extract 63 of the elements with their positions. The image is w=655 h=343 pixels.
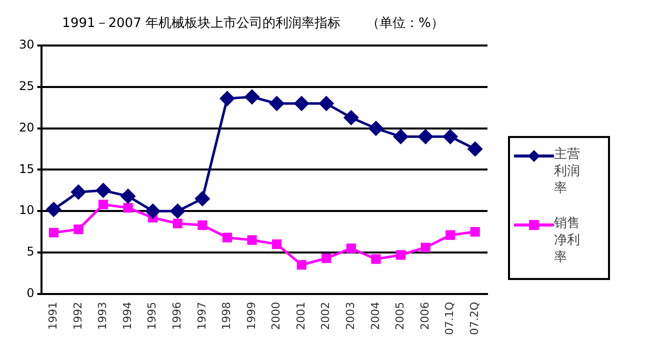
point (322, 253, 332, 264)
y-tick-label: 10 (18, 203, 34, 218)
point (247, 235, 257, 245)
x-tick-label: 1991 (46, 302, 60, 330)
point (71, 184, 86, 200)
x-tick-label: 1992 (71, 302, 84, 330)
x-tick-label: 1995 (146, 302, 159, 330)
point (46, 202, 61, 217)
x-tick-label: 2002 (319, 302, 332, 330)
point (195, 191, 210, 206)
point (96, 183, 110, 198)
y-tick-label: 0 (26, 286, 34, 300)
x-tick-label: 07.1Q (443, 302, 456, 336)
point (393, 129, 408, 144)
point (120, 188, 136, 204)
point (98, 200, 108, 210)
point (222, 232, 232, 242)
x-tick-label: 2003 (344, 302, 358, 330)
point (468, 142, 482, 156)
point (74, 224, 84, 234)
x-tick-label: 1994 (120, 302, 134, 330)
y-tick-label: 5 (26, 244, 34, 259)
x-tick-label: 2005 (394, 302, 407, 330)
x-tick-label: 07.2Q (468, 302, 481, 336)
x-tick-label: 2006 (418, 302, 432, 330)
point (296, 260, 306, 270)
point (294, 96, 309, 111)
legend-label: 销售净利率 (554, 215, 581, 266)
x-tick-label: 2000 (270, 302, 283, 330)
point (48, 228, 58, 238)
chart-title: 1991－2007 年机械板块上市公司的利润率指标 （单位：%） (62, 15, 444, 32)
point (446, 230, 456, 240)
point (344, 110, 358, 125)
point (172, 218, 182, 228)
x-tick-label: 1998 (220, 302, 234, 330)
x-tick-label: 1993 (96, 302, 110, 330)
y-tick-label: 15 (18, 162, 34, 176)
point (220, 91, 234, 106)
point (123, 203, 133, 213)
y-tick-label: 20 (18, 120, 34, 134)
point (368, 121, 384, 136)
point (396, 250, 406, 260)
y-tick-label: 25 (18, 79, 34, 94)
point (371, 254, 381, 264)
point (272, 239, 282, 249)
point (270, 96, 284, 111)
x-tick-label: 2001 (294, 302, 308, 330)
point (443, 129, 458, 144)
point (170, 204, 185, 218)
x-tick-label: 2004 (368, 302, 382, 330)
x-tick-label: 1997 (195, 302, 208, 330)
point (418, 129, 433, 144)
point (244, 90, 260, 104)
point (420, 242, 430, 252)
point (146, 204, 160, 218)
point (346, 244, 356, 254)
legend-label: 主营利润率 (554, 146, 581, 197)
y-tick-label: 30 (18, 38, 34, 52)
x-tick-label: 1999 (244, 302, 258, 330)
x-tick-label: 1996 (170, 302, 184, 330)
point (319, 96, 334, 111)
point (470, 227, 480, 237)
point (198, 220, 208, 230)
